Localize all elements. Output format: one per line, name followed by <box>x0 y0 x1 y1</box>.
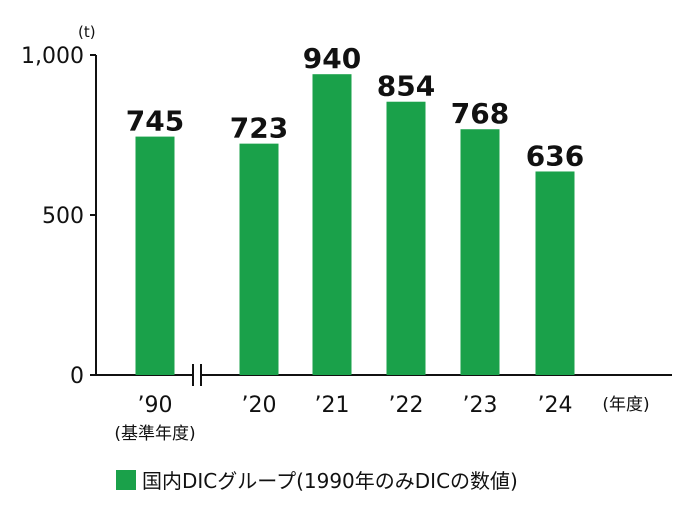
y-tick-label: 500 <box>42 204 84 229</box>
legend-swatch <box>116 470 136 490</box>
y-axis-ticks: 0 500 1,000 <box>21 44 96 389</box>
x-tick-sublabel: (基準年度) <box>114 424 195 444</box>
bar <box>535 171 575 375</box>
bar <box>460 129 500 375</box>
x-tick-label: ’20 <box>242 393 277 418</box>
data-label: 854 <box>377 70 435 103</box>
x-tick-label: ’22 <box>389 393 424 418</box>
data-label: 636 <box>526 139 584 172</box>
legend: 国内DICグループ(1990年のみDICの数値) <box>116 469 518 493</box>
y-tick-label: 0 <box>70 364 84 389</box>
legend-label: 国内DICグループ(1990年のみDICの数値) <box>142 469 518 493</box>
value-labels: 745 723 940 854 768 636 <box>126 42 584 172</box>
bar <box>386 101 426 375</box>
axis-break-mark <box>192 364 202 386</box>
bar <box>135 136 175 375</box>
bars <box>135 74 575 375</box>
category-labels: ’90 (基準年度) ’20 ’21 ’22 ’23 ’24 <box>114 393 572 444</box>
x-axis-unit: (年度) <box>602 395 649 415</box>
data-label: 723 <box>230 112 288 145</box>
x-tick-label: ’23 <box>463 393 498 418</box>
bar <box>312 74 352 375</box>
y-tick-label: 1,000 <box>21 44 84 69</box>
bar <box>239 143 279 375</box>
x-tick-label: ’90 <box>138 393 173 418</box>
data-label: 745 <box>126 105 184 138</box>
data-label: 940 <box>303 42 361 75</box>
x-tick-label: ’21 <box>315 393 350 418</box>
x-tick-label: ’24 <box>538 393 573 418</box>
data-label: 768 <box>451 97 509 130</box>
y-axis-unit: (t) <box>78 23 96 41</box>
